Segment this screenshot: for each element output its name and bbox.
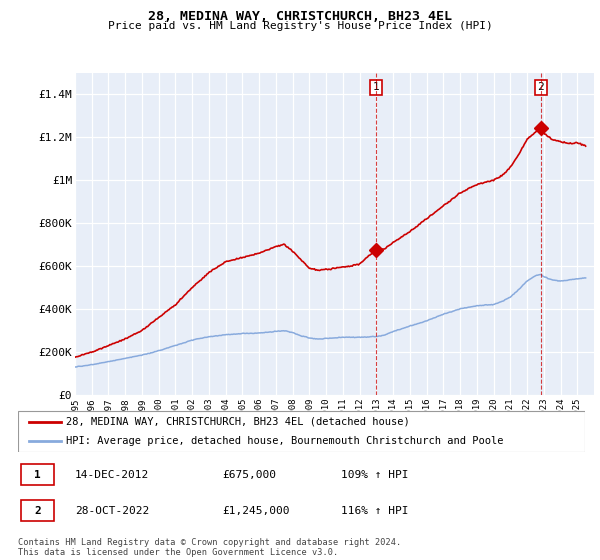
Text: 28, MEDINA WAY, CHRISTCHURCH, BH23 4EL: 28, MEDINA WAY, CHRISTCHURCH, BH23 4EL bbox=[148, 10, 452, 23]
Text: 1: 1 bbox=[34, 470, 41, 480]
Text: Price paid vs. HM Land Registry's House Price Index (HPI): Price paid vs. HM Land Registry's House … bbox=[107, 21, 493, 31]
Text: Contains HM Land Registry data © Crown copyright and database right 2024.
This d: Contains HM Land Registry data © Crown c… bbox=[18, 538, 401, 557]
Text: 28-OCT-2022: 28-OCT-2022 bbox=[75, 506, 149, 516]
Text: 1: 1 bbox=[373, 82, 379, 92]
Text: £1,245,000: £1,245,000 bbox=[222, 506, 290, 516]
Text: 28, MEDINA WAY, CHRISTCHURCH, BH23 4EL (detached house): 28, MEDINA WAY, CHRISTCHURCH, BH23 4EL (… bbox=[66, 417, 410, 427]
Text: HPI: Average price, detached house, Bournemouth Christchurch and Poole: HPI: Average price, detached house, Bour… bbox=[66, 436, 503, 446]
Text: £675,000: £675,000 bbox=[222, 470, 276, 480]
Text: 14-DEC-2012: 14-DEC-2012 bbox=[75, 470, 149, 480]
Text: 116% ↑ HPI: 116% ↑ HPI bbox=[341, 506, 409, 516]
Text: 109% ↑ HPI: 109% ↑ HPI bbox=[341, 470, 409, 480]
Bar bbox=[21, 464, 54, 486]
Text: 2: 2 bbox=[34, 506, 41, 516]
Bar bbox=[21, 500, 54, 521]
Text: 2: 2 bbox=[538, 82, 544, 92]
